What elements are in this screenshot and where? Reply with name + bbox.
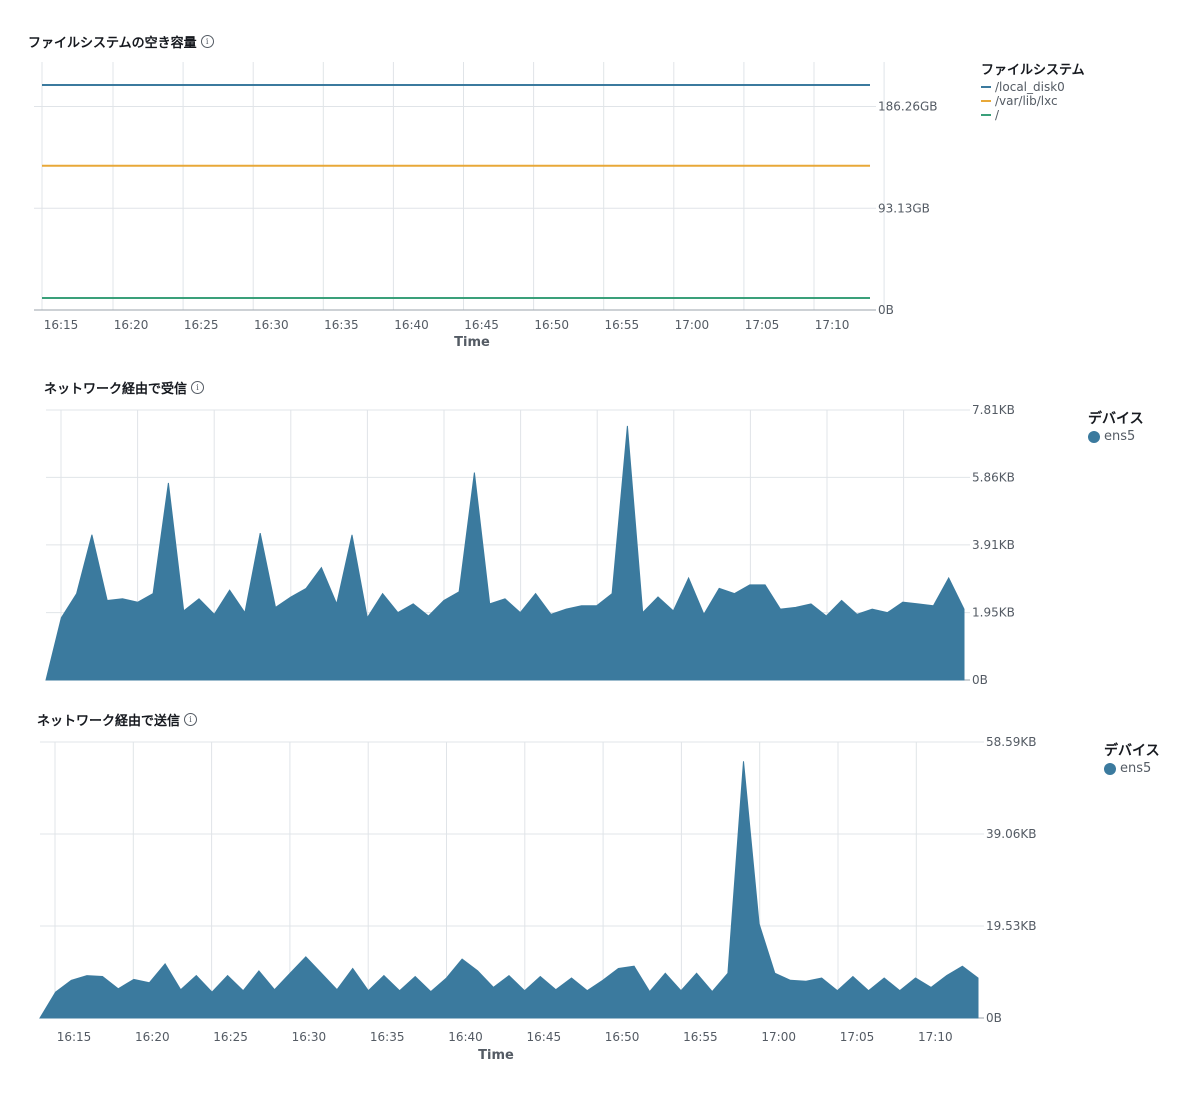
network-received-title-text: ネットワーク経由で受信 bbox=[44, 382, 188, 397]
filesystem-title-text: ファイルシステムの空き容量 bbox=[28, 36, 197, 51]
y-tick-label: 5.86KB bbox=[972, 470, 1015, 484]
legend-label: /local_disk0 bbox=[995, 80, 1065, 94]
x-tick-label: 16:55 bbox=[605, 318, 640, 332]
x-tick-label: 16:25 bbox=[184, 318, 219, 332]
legend-swatch bbox=[1104, 763, 1116, 775]
network-sent-chart: 58.59KB 39.06KB 19.53KB 0B 16:15 16:20 16:25 16… bbox=[39, 735, 1036, 1063]
y-tick-label: 7.81KB bbox=[972, 403, 1015, 417]
info-icon[interactable]: i bbox=[191, 381, 205, 394]
legend-label: / bbox=[995, 108, 1000, 122]
y-tick-label: 19.53KB bbox=[986, 919, 1036, 933]
y-tick-label: 186.26GB bbox=[878, 100, 938, 114]
x-tick-label: 16:15 bbox=[57, 1030, 92, 1044]
x-tick-label: 17:10 bbox=[918, 1030, 953, 1044]
network-sent-legend: デバイス ens5 bbox=[1104, 740, 1160, 776]
series-area bbox=[39, 761, 979, 1019]
filesystem-panel: ファイルシステムの空き容量 i 186.26GB 93.13GB 0B 16:15 16… bbox=[0, 0, 1190, 360]
x-tick-label: 16:50 bbox=[605, 1030, 640, 1044]
x-tick-label: 17:00 bbox=[675, 318, 710, 332]
legend-swatch bbox=[1088, 431, 1100, 443]
legend-title: ファイルシステム bbox=[981, 63, 1085, 78]
legend-item-root[interactable]: / bbox=[981, 108, 1085, 122]
legend-item-var-lib-lxc[interactable]: /var/lib/lxc bbox=[981, 94, 1085, 108]
y-tick-label: 1.95KB bbox=[972, 606, 1015, 620]
legend-swatch bbox=[981, 114, 991, 116]
network-sent-title-text: ネットワーク経由で送信 bbox=[37, 714, 181, 729]
x-tick-label: 17:05 bbox=[745, 318, 780, 332]
y-tick-label: 39.06KB bbox=[986, 827, 1036, 841]
x-tick-label: 16:55 bbox=[683, 1030, 718, 1044]
x-tick-label: 16:40 bbox=[394, 318, 429, 332]
legend-swatch bbox=[981, 86, 991, 88]
y-tick-label: 0B bbox=[972, 673, 988, 687]
legend-item-ens5[interactable]: ens5 bbox=[1104, 762, 1160, 776]
legend-swatch bbox=[981, 100, 991, 102]
legend-title: デバイス bbox=[1088, 411, 1144, 427]
legend-title: デバイス bbox=[1104, 743, 1160, 759]
legend-item-local-disk0[interactable]: /local_disk0 bbox=[981, 80, 1085, 94]
info-icon[interactable]: i bbox=[184, 713, 198, 726]
x-tick-label: 17:00 bbox=[761, 1030, 796, 1044]
x-tick-label: 16:45 bbox=[464, 318, 499, 332]
x-tick-label: 16:35 bbox=[370, 1030, 405, 1044]
x-tick-label: 16:25 bbox=[213, 1030, 248, 1044]
legend-label: ens5 bbox=[1104, 429, 1136, 444]
legend-label: /var/lib/lxc bbox=[995, 94, 1058, 108]
y-tick-label: 0B bbox=[986, 1011, 1002, 1025]
network-received-panel-title: ネットワーク経由で受信 i bbox=[44, 378, 205, 397]
x-tick-label: 16:45 bbox=[527, 1030, 562, 1044]
network-received-legend: デバイス ens5 bbox=[1088, 408, 1144, 444]
x-tick-label: 17:05 bbox=[840, 1030, 875, 1044]
x-tick-label: 16:30 bbox=[254, 318, 289, 332]
x-tick-label: 16:35 bbox=[324, 318, 359, 332]
x-tick-label: 16:20 bbox=[135, 1030, 170, 1044]
network-sent-panel-title: ネットワーク経由で送信 i bbox=[37, 710, 198, 729]
x-axis-title: Time bbox=[454, 335, 490, 350]
y-tick-label: 58.59KB bbox=[986, 735, 1036, 749]
filesystem-legend: ファイルシステム /local_disk0 /var/lib/lxc / bbox=[981, 59, 1085, 122]
network-received-panel: ネットワーク経由で受信 i 7.81KB 5.86KB 3.91KB 1.95KB 0B… bbox=[0, 360, 1190, 700]
x-tick-label: 17:10 bbox=[815, 318, 850, 332]
filesystem-panel-title: ファイルシステムの空き容量 i bbox=[28, 32, 214, 51]
legend-label: ens5 bbox=[1120, 761, 1152, 776]
x-axis-title: Time bbox=[478, 1048, 514, 1063]
legend-item-ens5[interactable]: ens5 bbox=[1088, 430, 1144, 444]
x-tick-label: 16:20 bbox=[114, 318, 149, 332]
series-area bbox=[45, 425, 965, 681]
y-tick-label: 93.13GB bbox=[878, 201, 930, 215]
x-tick-label: 16:30 bbox=[292, 1030, 327, 1044]
filesystem-chart: 186.26GB 93.13GB 0B 16:15 16:20 16:25 16:30 16:… bbox=[34, 62, 938, 350]
network-received-chart: 7.81KB 5.86KB 3.91KB 1.95KB 0B bbox=[45, 403, 1015, 687]
network-sent-panel: ネットワーク経由で送信 i 58.59KB 39.06KB 19.53KB 0B 16:… bbox=[0, 700, 1190, 1094]
x-tick-label: 16:50 bbox=[534, 318, 569, 332]
info-icon[interactable]: i bbox=[200, 35, 214, 48]
x-tick-label: 16:15 bbox=[44, 318, 79, 332]
y-tick-label: 3.91KB bbox=[972, 538, 1015, 552]
x-tick-label: 16:40 bbox=[448, 1030, 483, 1044]
y-tick-label: 0B bbox=[878, 303, 894, 317]
